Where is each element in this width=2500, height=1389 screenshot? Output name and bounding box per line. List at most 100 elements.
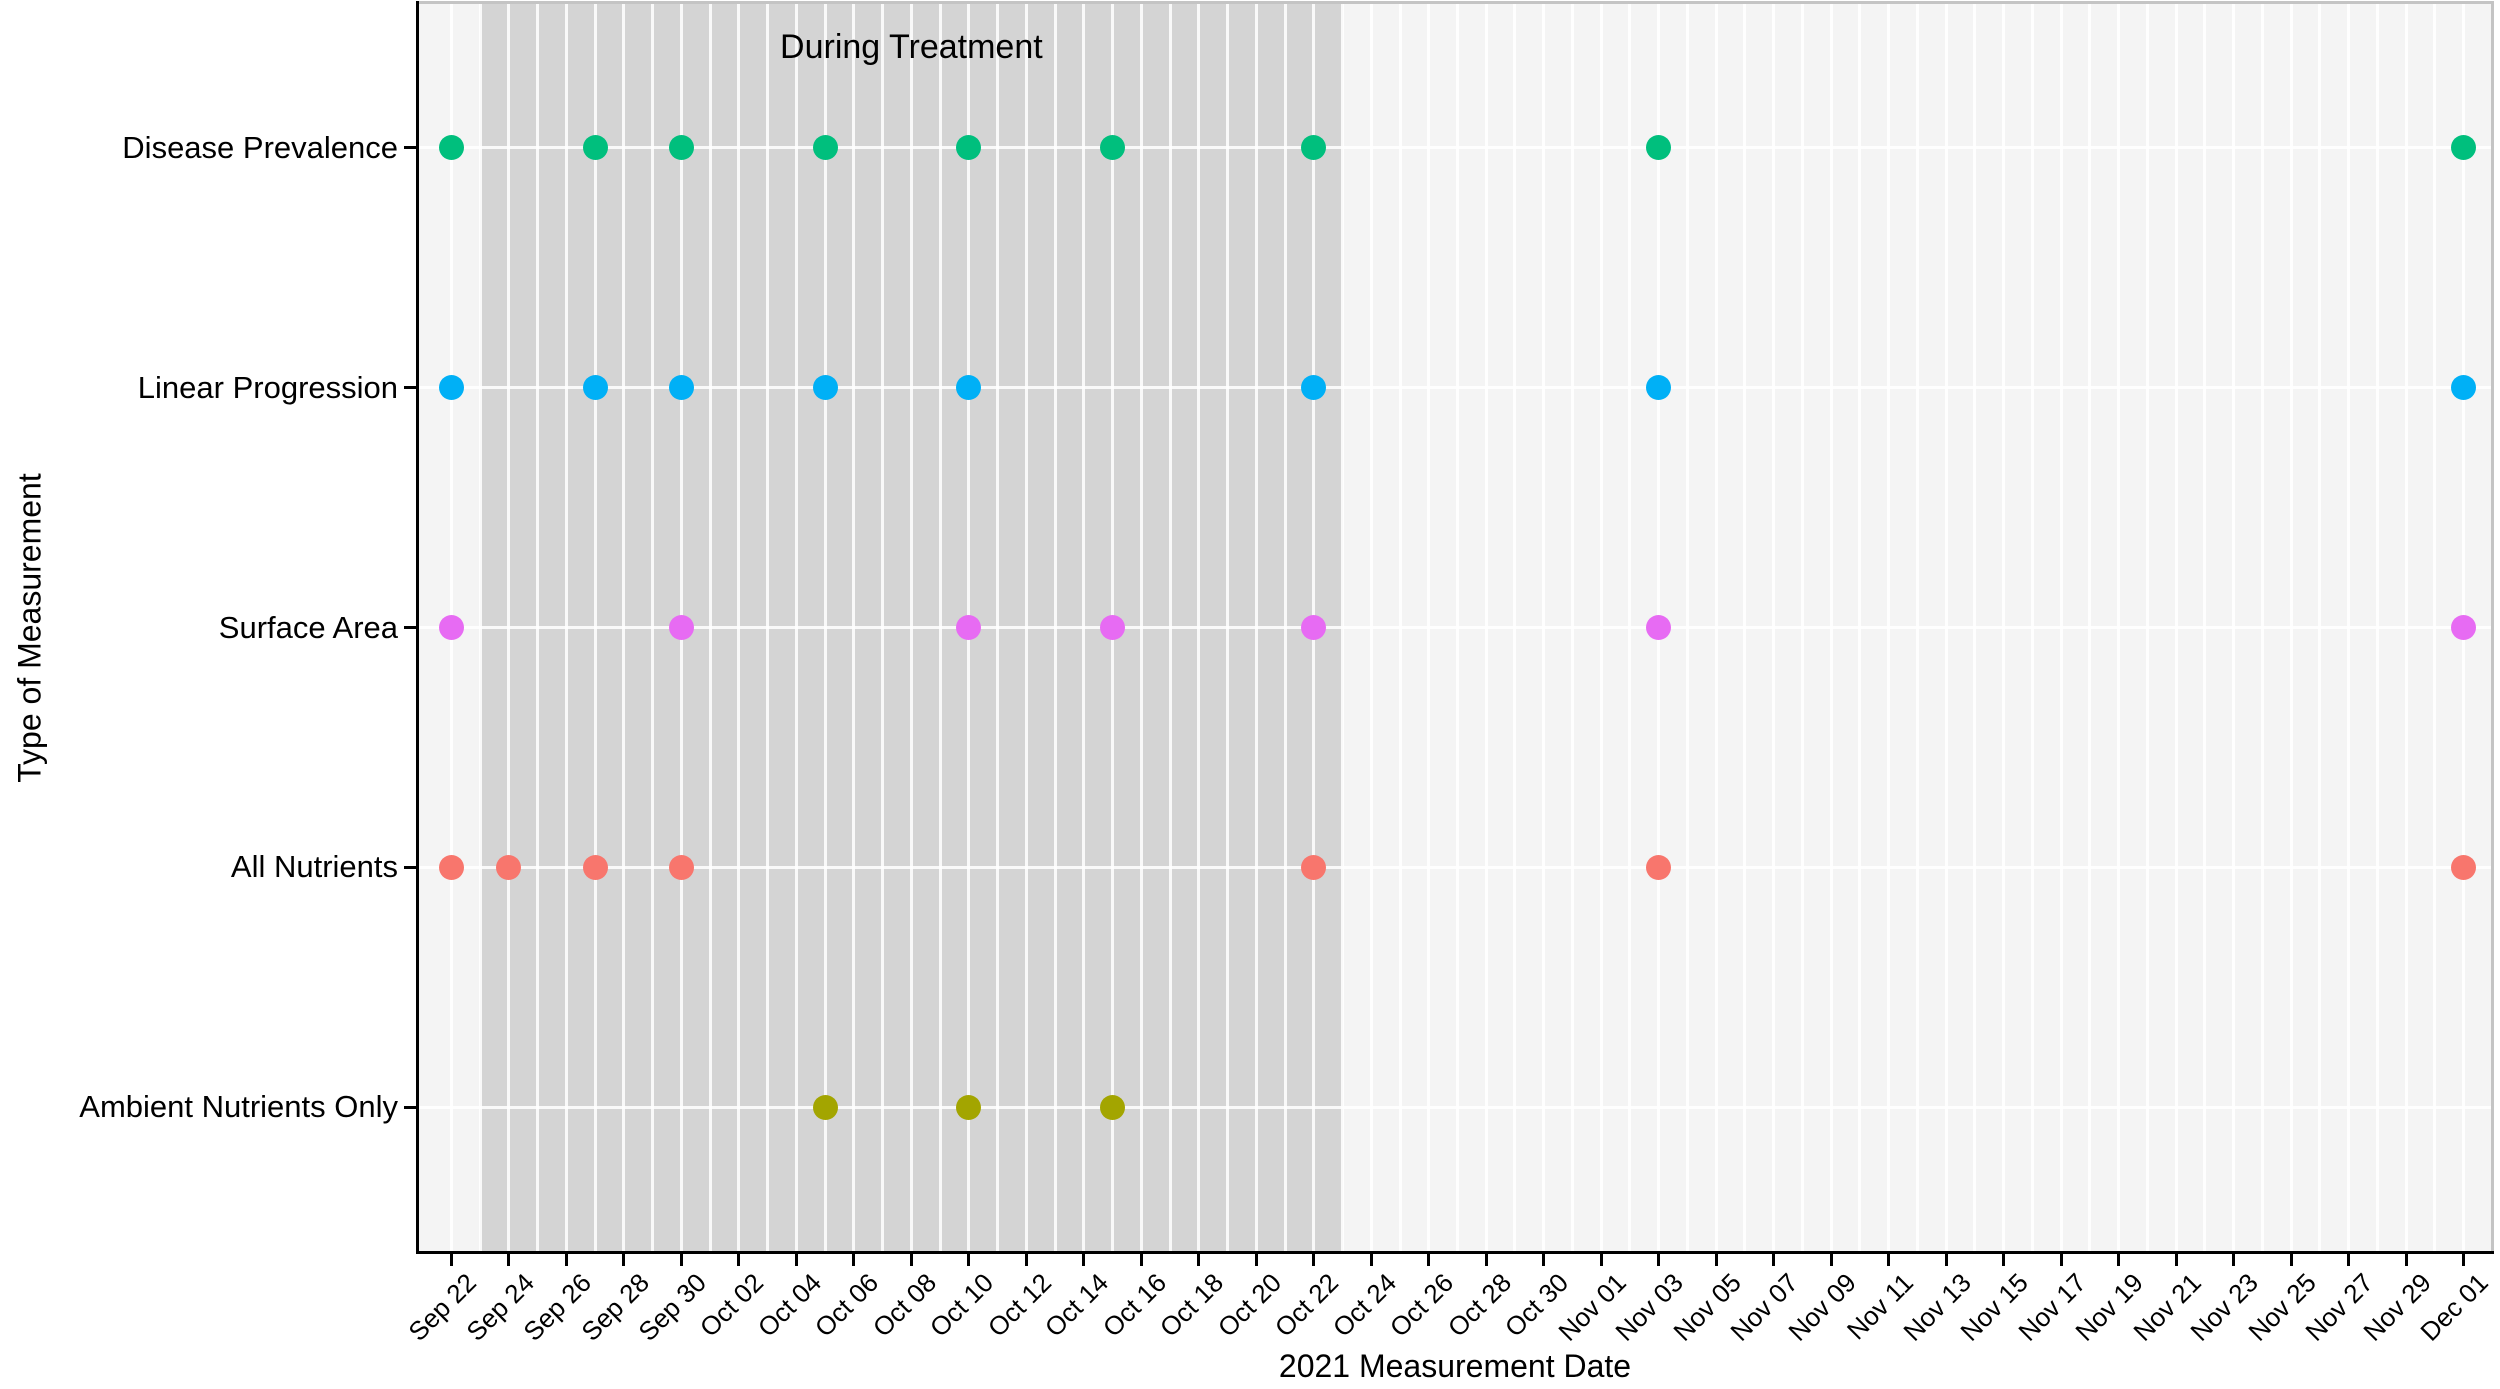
data-point <box>812 1094 838 1120</box>
y-tick-label: Linear Progression <box>137 369 398 405</box>
y-tick-label: All Nutrients <box>230 849 398 885</box>
data-point <box>668 375 694 401</box>
data-point <box>812 135 838 161</box>
x-tick <box>564 1254 568 1266</box>
data-point <box>956 615 982 640</box>
x-tick-label: Oct 22 <box>1268 1267 1345 1343</box>
y-tick-label: Disease Prevalence <box>122 129 398 165</box>
data-point <box>1646 615 1672 640</box>
data-point <box>2451 375 2476 401</box>
y-tick-label: Surface Area <box>218 609 398 645</box>
x-tick <box>2117 1254 2121 1266</box>
data-point <box>1100 615 1126 640</box>
y-tick <box>404 386 416 390</box>
x-tick <box>1312 1254 1316 1266</box>
x-tick <box>2404 1254 2408 1266</box>
x-tick <box>2059 1254 2063 1266</box>
x-tick-label: Oct 06 <box>809 1267 885 1343</box>
x-tick <box>909 1254 913 1266</box>
data-point <box>956 1094 982 1120</box>
x-tick <box>679 1254 683 1266</box>
y-tick <box>404 1105 416 1109</box>
x-tick <box>507 1254 511 1266</box>
y-tick <box>404 626 416 629</box>
horizontal-gridline <box>419 386 2491 390</box>
x-tick <box>1542 1254 1546 1266</box>
x-axis-title: 2021 Measurement Date <box>1278 1348 1632 1384</box>
data-point <box>2451 854 2476 880</box>
y-axis-title: Type of Measurement <box>11 472 48 783</box>
during-treatment-annotation: During Treatment <box>780 28 1043 66</box>
x-tick <box>1139 1254 1143 1266</box>
x-tick <box>1944 1254 1948 1266</box>
x-tick-label: Oct 08 <box>866 1267 942 1343</box>
x-tick <box>1599 1254 1603 1266</box>
data-point <box>812 375 838 401</box>
horizontal-gridline <box>419 1105 2491 1109</box>
x-tick <box>1484 1254 1488 1266</box>
x-tick <box>622 1254 626 1266</box>
x-tick <box>2174 1254 2178 1266</box>
x-tick <box>1024 1254 1028 1266</box>
data-point <box>2451 615 2476 640</box>
x-tick-label: Oct 18 <box>1153 1267 1230 1343</box>
x-tick <box>2232 1254 2236 1266</box>
x-tick <box>1887 1254 1891 1266</box>
x-tick-label: Oct 14 <box>1038 1267 1115 1343</box>
data-point <box>439 375 464 401</box>
x-tick <box>2002 1254 2006 1266</box>
data-point <box>1646 135 1672 161</box>
x-tick-label: Oct 20 <box>1211 1267 1287 1343</box>
data-point <box>668 135 694 161</box>
data-point <box>668 615 694 640</box>
data-point <box>439 854 464 880</box>
data-point <box>496 854 522 880</box>
data-point <box>582 375 608 401</box>
x-tick-label: Oct 02 <box>694 1267 770 1343</box>
data-point <box>1646 854 1672 880</box>
x-tick <box>794 1254 798 1266</box>
x-tick-label: Oct 04 <box>751 1267 827 1343</box>
x-tick <box>852 1254 856 1266</box>
data-point <box>1301 854 1327 880</box>
x-tick-label: Oct 28 <box>1441 1267 1517 1343</box>
x-tick <box>450 1254 453 1266</box>
x-tick <box>1427 1254 1431 1266</box>
data-point <box>1301 135 1327 161</box>
x-tick <box>1829 1254 1833 1266</box>
x-tick <box>737 1254 741 1266</box>
x-tick-label: Oct 24 <box>1326 1267 1402 1343</box>
x-tick <box>2347 1254 2351 1266</box>
x-tick <box>1369 1254 1373 1266</box>
data-point <box>1646 375 1672 401</box>
horizontal-gridline <box>419 626 2491 629</box>
data-point <box>439 615 464 640</box>
data-point <box>956 375 982 401</box>
x-tick <box>1772 1254 1776 1266</box>
y-tick-label: Ambient Nutrients Only <box>79 1089 398 1125</box>
x-tick <box>1197 1254 1201 1266</box>
y-tick <box>404 146 416 150</box>
data-point <box>1100 135 1126 161</box>
x-tick-label: Oct 12 <box>981 1267 1057 1343</box>
data-point <box>956 135 982 161</box>
x-tick <box>1254 1254 1258 1266</box>
horizontal-gridline <box>419 146 2491 150</box>
x-axis-line <box>416 1251 2494 1254</box>
x-tick <box>1714 1254 1718 1266</box>
y-axis-line <box>416 1 419 1254</box>
horizontal-gridline <box>419 865 2491 869</box>
x-tick <box>1082 1254 1086 1266</box>
x-tick-label: Oct 26 <box>1383 1267 1460 1343</box>
data-point <box>668 854 694 880</box>
data-point <box>1301 375 1327 401</box>
x-tick <box>2462 1254 2465 1266</box>
x-tick <box>1657 1254 1661 1266</box>
data-point <box>582 854 608 880</box>
data-point <box>1100 1094 1126 1120</box>
data-point <box>1301 615 1327 640</box>
data-point <box>2451 135 2476 161</box>
y-tick <box>404 865 416 869</box>
x-tick-label: Oct 16 <box>1096 1267 1172 1343</box>
